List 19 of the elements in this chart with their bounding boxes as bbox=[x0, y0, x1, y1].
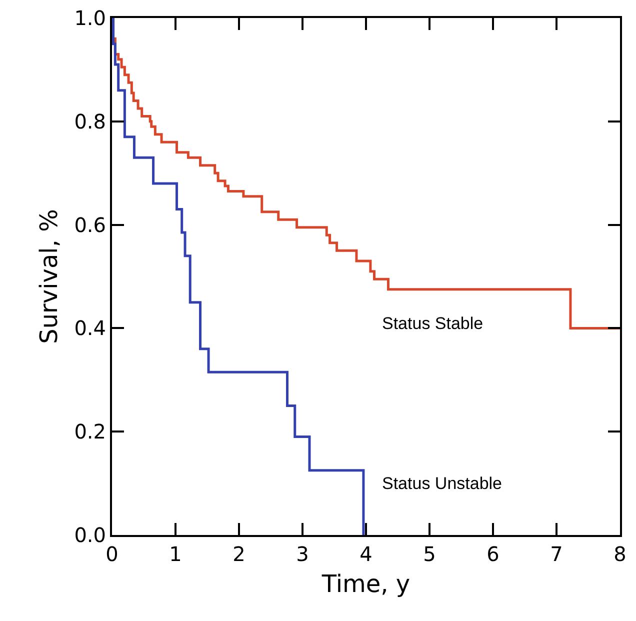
y-tick-label: 0.6 bbox=[74, 212, 106, 237]
x-tick-label: 3 bbox=[296, 542, 309, 566]
x-tick-label: 7 bbox=[550, 542, 563, 566]
x-tick-label: 6 bbox=[486, 542, 500, 566]
x-tick-label: 8 bbox=[614, 542, 626, 566]
x-tick-label: 2 bbox=[232, 542, 246, 566]
y-tick-label: 1.0 bbox=[74, 6, 106, 30]
series-label: Status Stable bbox=[382, 314, 484, 333]
x-tick-label: 4 bbox=[360, 542, 372, 566]
y-tick-label: 0.4 bbox=[74, 316, 106, 340]
y-tick-label: 0.8 bbox=[74, 109, 106, 134]
y-tick-label: 0.0 bbox=[74, 523, 106, 547]
x-tick-label: 0 bbox=[106, 542, 118, 566]
series-label: Status Unstable bbox=[382, 474, 502, 493]
x-tick-label: 1 bbox=[169, 542, 182, 566]
y-tick-label: 0.2 bbox=[74, 420, 106, 444]
x-axis-title: Time, y bbox=[320, 570, 410, 598]
y-axis-title: Survival, % bbox=[34, 209, 63, 344]
x-tick-label: 5 bbox=[423, 542, 436, 566]
